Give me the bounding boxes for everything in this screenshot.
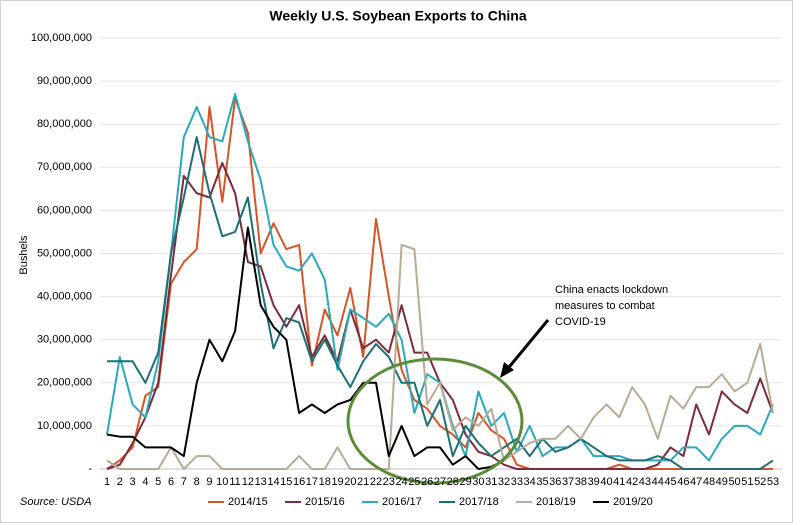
x-tick-label: 24 xyxy=(395,476,407,488)
x-tick-label: 16 xyxy=(293,476,305,488)
x-tick-label: 49 xyxy=(716,476,728,488)
x-tick-label: 40 xyxy=(600,476,612,488)
legend-label: 2016/17 xyxy=(382,496,422,508)
x-tick-label: 48 xyxy=(703,476,715,488)
legend-label: 2018/19 xyxy=(536,496,576,508)
x-tick-label: 36 xyxy=(549,476,561,488)
x-tick-label: 19 xyxy=(331,476,343,488)
source: Source: USDA xyxy=(20,496,92,508)
x-tick-label: 27 xyxy=(434,476,446,488)
x-tick-label: 12 xyxy=(242,476,254,488)
annotation: China enacts lockdown xyxy=(555,284,668,296)
x-tick-label: 41 xyxy=(613,476,625,488)
legend-label: 2019/20 xyxy=(613,496,653,508)
y-tick-label: 80,000,000 xyxy=(37,118,92,130)
x-tick-label: 1 xyxy=(104,476,110,488)
y-tick-label: 50,000,000 xyxy=(37,247,92,259)
x-tick-label: 22 xyxy=(370,476,382,488)
x-tick-label: 2 xyxy=(117,476,123,488)
y-tick-label: 70,000,000 xyxy=(37,161,92,173)
series-line xyxy=(106,243,774,470)
annotation: COVID-19 xyxy=(555,316,606,328)
x-tick-label: 47 xyxy=(690,476,702,488)
series-line xyxy=(106,226,505,470)
x-tick-label: 50 xyxy=(728,476,740,488)
x-tick-label: 10 xyxy=(216,476,228,488)
x-tick-label: 33 xyxy=(511,476,523,488)
y-tick-label: 10,000,000 xyxy=(37,420,92,432)
x-tick-label: 11 xyxy=(229,476,240,488)
x-tick-label: 37 xyxy=(562,476,574,488)
annotation: measures to combat xyxy=(555,300,655,312)
x-tick-label: 13 xyxy=(255,476,267,488)
x-tick-label: 14 xyxy=(267,476,279,488)
x-tick-label: 51 xyxy=(741,476,753,488)
y-tick-label: 30,000,000 xyxy=(37,334,92,346)
x-tick-label: 9 xyxy=(206,476,212,488)
x-tick-label: 17 xyxy=(306,476,318,488)
x-tick-label: 45 xyxy=(664,476,676,488)
y-tick-label: - xyxy=(88,463,92,475)
series-line xyxy=(106,97,773,470)
x-tick-label: 43 xyxy=(639,476,651,488)
x-tick-label: 7 xyxy=(181,476,187,488)
x-tick-label: 31 xyxy=(485,476,497,488)
x-tick-label: 20 xyxy=(344,476,356,488)
x-tick-label: 53 xyxy=(767,476,779,488)
arrow-head xyxy=(500,362,514,378)
y-tick-label: 20,000,000 xyxy=(37,377,92,389)
legend-label: 2014/15 xyxy=(228,496,268,508)
x-tick-label: 3 xyxy=(130,476,136,488)
x-tick-label: 5 xyxy=(155,476,161,488)
legend-label: 2015/16 xyxy=(305,496,345,508)
x-tick-label: 15 xyxy=(280,476,292,488)
arrow xyxy=(503,319,550,373)
chart-title: Weekly U.S. Soybean Exports to China xyxy=(269,8,526,24)
series-line xyxy=(107,136,774,470)
x-tick-label: 28 xyxy=(447,476,459,488)
x-tick-label: 26 xyxy=(421,476,433,488)
x-tick-label: 42 xyxy=(626,476,638,488)
x-tick-label: 38 xyxy=(575,476,587,488)
x-tick-label: 23 xyxy=(383,476,395,488)
x-tick-label: 18 xyxy=(319,476,331,488)
x-tick-label: 46 xyxy=(677,476,689,488)
highlight-ellipse xyxy=(346,357,524,485)
x-tick-label: 6 xyxy=(168,476,174,488)
y-tick-label: 90,000,000 xyxy=(37,75,92,87)
x-tick-label: 21 xyxy=(357,476,369,488)
x-tick-label: 32 xyxy=(498,476,510,488)
x-tick-label: 34 xyxy=(524,476,536,488)
x-tick-label: 44 xyxy=(652,476,664,488)
x-tick-label: 52 xyxy=(754,476,766,488)
legend-label: 2017/18 xyxy=(459,496,499,508)
x-tick-label: 25 xyxy=(408,476,420,488)
x-tick-label: 39 xyxy=(588,476,600,488)
x-tick-label: 29 xyxy=(459,476,471,488)
y-axis-label: Bushels xyxy=(18,235,30,275)
x-tick-label: 4 xyxy=(142,476,148,488)
x-tick-label: 35 xyxy=(536,476,548,488)
y-tick-label: 100,000,000 xyxy=(31,32,92,44)
x-tick-label: 30 xyxy=(472,476,484,488)
y-tick-label: 40,000,000 xyxy=(37,291,92,303)
y-tick-label: 60,000,000 xyxy=(37,204,92,216)
x-tick-label: 8 xyxy=(194,476,200,488)
